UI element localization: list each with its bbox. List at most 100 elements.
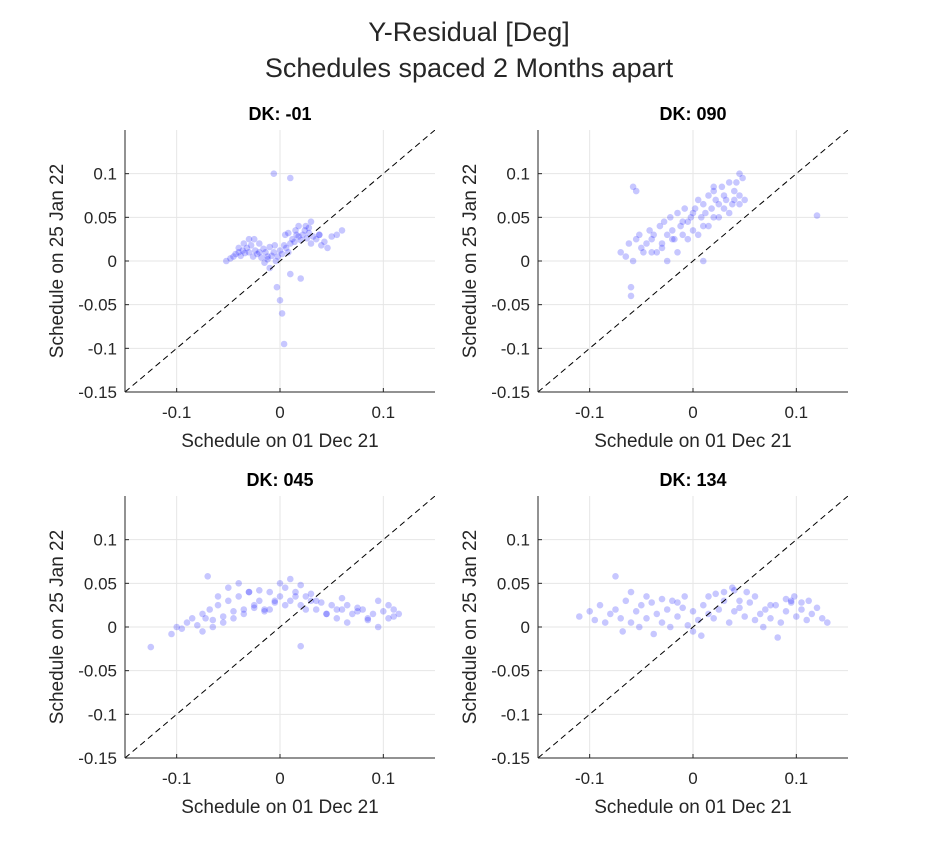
scatter-point bbox=[307, 240, 315, 247]
panel-title: DK: 090 bbox=[659, 104, 726, 124]
scatter-point bbox=[612, 606, 619, 613]
scatter-point bbox=[669, 235, 676, 243]
scatter-point bbox=[270, 249, 278, 256]
scatter-point bbox=[712, 590, 719, 598]
scatter-point bbox=[260, 245, 267, 253]
scatter-point bbox=[643, 615, 650, 622]
scatter-point bbox=[636, 623, 643, 631]
scatter-point bbox=[235, 593, 242, 600]
scatter-point bbox=[622, 597, 630, 605]
panel-title: DK: -01 bbox=[248, 104, 311, 124]
scatter-point bbox=[658, 619, 666, 626]
scatter-point bbox=[243, 244, 251, 252]
scatter-point bbox=[385, 615, 392, 622]
scatter-point bbox=[266, 588, 274, 596]
scatter-point bbox=[230, 608, 237, 615]
scatter-point bbox=[576, 613, 583, 620]
scatter-point bbox=[199, 628, 206, 635]
scatter-point bbox=[663, 606, 671, 613]
scatter-point bbox=[328, 233, 336, 240]
scatter-point bbox=[791, 593, 798, 600]
scatter-point bbox=[627, 588, 635, 596]
scatter-point bbox=[258, 254, 265, 261]
chart-panel-4: -0.1 0 0.1 -0.15 -0.1 -0.05 0 0.05 0.1 DK: 134 Sch… bbox=[460, 470, 848, 818]
scatter-point bbox=[235, 244, 242, 252]
scatter-point bbox=[736, 170, 743, 177]
scatter-point bbox=[586, 608, 593, 615]
scatter-point bbox=[803, 616, 810, 624]
scatter-point bbox=[805, 597, 812, 605]
scatter-point bbox=[643, 240, 650, 247]
scatter-point bbox=[777, 619, 785, 626]
scatter-point bbox=[250, 604, 258, 612]
scatter-point bbox=[280, 242, 288, 249]
y-tick-label: -0.05 bbox=[78, 296, 117, 315]
scatter-point bbox=[674, 613, 681, 620]
scatter-point bbox=[295, 222, 302, 230]
scatter-point bbox=[292, 588, 299, 596]
x-tick-label: -0.1 bbox=[162, 769, 191, 788]
y-tick-label: 0 bbox=[108, 618, 117, 637]
scatter-point bbox=[324, 244, 331, 252]
scatter-point bbox=[209, 616, 217, 624]
scatter-point bbox=[658, 595, 666, 603]
panel-title: DK: 134 bbox=[659, 470, 726, 490]
scatter-point bbox=[364, 615, 372, 622]
plot-area bbox=[538, 496, 848, 758]
scatter-point bbox=[202, 615, 209, 622]
scatter-point bbox=[629, 183, 637, 191]
x-axis-label: Schedule on 01 Dec 21 bbox=[594, 431, 792, 452]
x-tick-label: 0 bbox=[275, 403, 284, 422]
scatter-point bbox=[270, 170, 278, 177]
scatter-point bbox=[250, 601, 258, 609]
scatter-point bbox=[677, 222, 684, 230]
scatter-point bbox=[287, 575, 294, 583]
reference-line-y-equals-x bbox=[125, 496, 435, 758]
scatter-point bbox=[681, 593, 688, 600]
scatter-point bbox=[653, 610, 661, 618]
scatter-point bbox=[276, 593, 284, 600]
y-tick-label: -0.05 bbox=[491, 662, 530, 681]
scatter-point bbox=[247, 242, 255, 249]
scatter-point bbox=[206, 606, 213, 613]
scatter-point bbox=[700, 200, 707, 208]
scatter-point bbox=[374, 597, 382, 605]
scatter-point bbox=[194, 622, 201, 629]
scatter-point bbox=[316, 231, 323, 239]
chart-panel-1: -0.1 0 0.1 -0.15 -0.1 -0.05 0 0.05 0.1 DK: -01 Sch… bbox=[47, 104, 435, 452]
scatter-point bbox=[289, 235, 296, 243]
figure-title-line-1: Y-Residual [Deg] bbox=[368, 17, 570, 47]
scatter-point bbox=[607, 610, 614, 618]
scatter-point bbox=[293, 231, 300, 239]
scatter-point bbox=[245, 588, 253, 596]
scatter-point bbox=[364, 616, 372, 624]
scatter-point bbox=[328, 601, 336, 609]
scatter-point bbox=[223, 257, 230, 265]
scatter-point bbox=[632, 187, 640, 195]
y-tick-label: -0.15 bbox=[491, 383, 530, 402]
scatter-point bbox=[669, 597, 676, 605]
scatter-point bbox=[278, 310, 286, 317]
x-axis-label: Schedule on 01 Dec 21 bbox=[181, 797, 379, 818]
scatter-point bbox=[291, 238, 298, 246]
scatter-point bbox=[199, 610, 206, 618]
x-axis-label: Schedule on 01 Dec 21 bbox=[594, 797, 792, 818]
scatter-point bbox=[619, 628, 626, 635]
scatter-point bbox=[798, 599, 805, 606]
scatter-point bbox=[173, 623, 180, 631]
scatter-point bbox=[725, 209, 733, 217]
y-tick-label: -0.05 bbox=[78, 662, 117, 681]
scatter-point bbox=[287, 270, 294, 278]
scatter-point bbox=[669, 227, 676, 234]
scatter-point bbox=[782, 595, 790, 603]
scatter-point bbox=[741, 196, 748, 204]
scatter-point bbox=[359, 606, 367, 613]
scatter-point bbox=[813, 604, 821, 612]
scatter-point bbox=[333, 615, 341, 622]
scatter-point bbox=[249, 253, 257, 260]
scatter-point bbox=[689, 209, 697, 217]
scatter-point bbox=[708, 205, 715, 212]
scatter-point bbox=[255, 249, 263, 256]
scatter-point bbox=[698, 632, 705, 639]
scatter-point bbox=[385, 601, 392, 609]
